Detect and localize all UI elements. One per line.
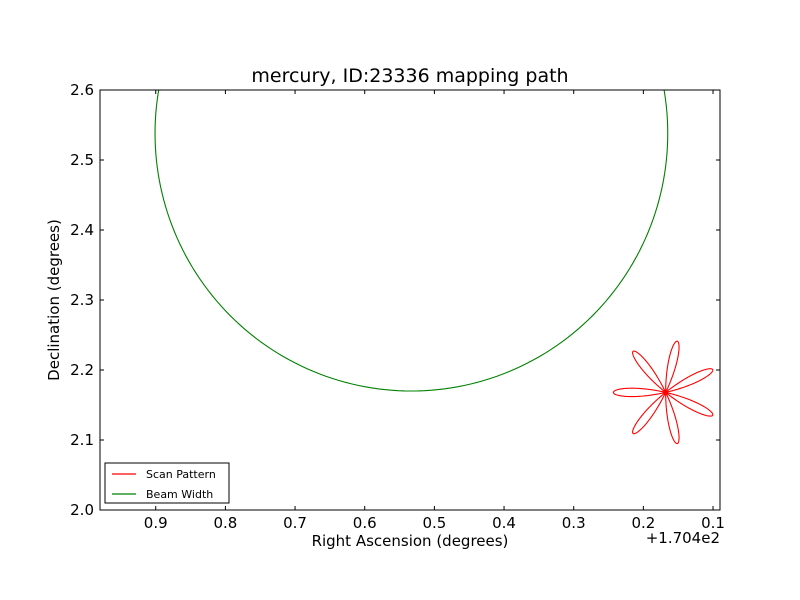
y-tick-label: 2.6 xyxy=(70,81,94,99)
x-axis-offset-label: +1.704e2 xyxy=(646,529,720,547)
legend-label-beam-width: Beam Width xyxy=(146,488,213,501)
y-tick-label: 2.1 xyxy=(70,431,94,449)
plot-area xyxy=(100,90,720,510)
x-tick-label: 0.1 xyxy=(701,514,725,532)
y-tick-label: 2.3 xyxy=(70,291,94,309)
x-axis: 0.9 0.8 0.7 0.6 0.5 0.4 0.3 0.2 0.1 xyxy=(144,90,725,532)
x-tick-label: 0.7 xyxy=(283,514,307,532)
x-tick-label: 0.2 xyxy=(631,514,655,532)
series-layer xyxy=(154,90,714,445)
x-tick-label: 0.4 xyxy=(492,514,516,532)
y-tick-label: 2.0 xyxy=(70,501,94,519)
x-tick-label: 0.8 xyxy=(213,514,237,532)
x-tick-label: 0.9 xyxy=(144,514,168,532)
y-tick-label: 2.4 xyxy=(70,221,94,239)
x-tick-label: 0.6 xyxy=(353,514,377,532)
y-tick-label: 2.2 xyxy=(70,361,94,379)
x-tick-label: 0.3 xyxy=(562,514,586,532)
series-scan-pattern xyxy=(612,340,714,445)
x-axis-label: Right Ascension (degrees) xyxy=(312,532,509,550)
y-axis: 2.0 2.1 2.2 2.3 2.4 2.5 2.6 xyxy=(70,81,720,519)
y-axis-label: Declination (degrees) xyxy=(45,219,63,381)
legend-box xyxy=(104,462,230,504)
legend: Scan Pattern Beam Width xyxy=(104,462,230,504)
y-tick-label: 2.5 xyxy=(70,151,94,169)
x-tick-label: 0.5 xyxy=(422,514,446,532)
series-beam-width xyxy=(154,90,669,392)
legend-label-scan-pattern: Scan Pattern xyxy=(146,468,216,481)
chart-title: mercury, ID:23336 mapping path xyxy=(251,65,568,87)
